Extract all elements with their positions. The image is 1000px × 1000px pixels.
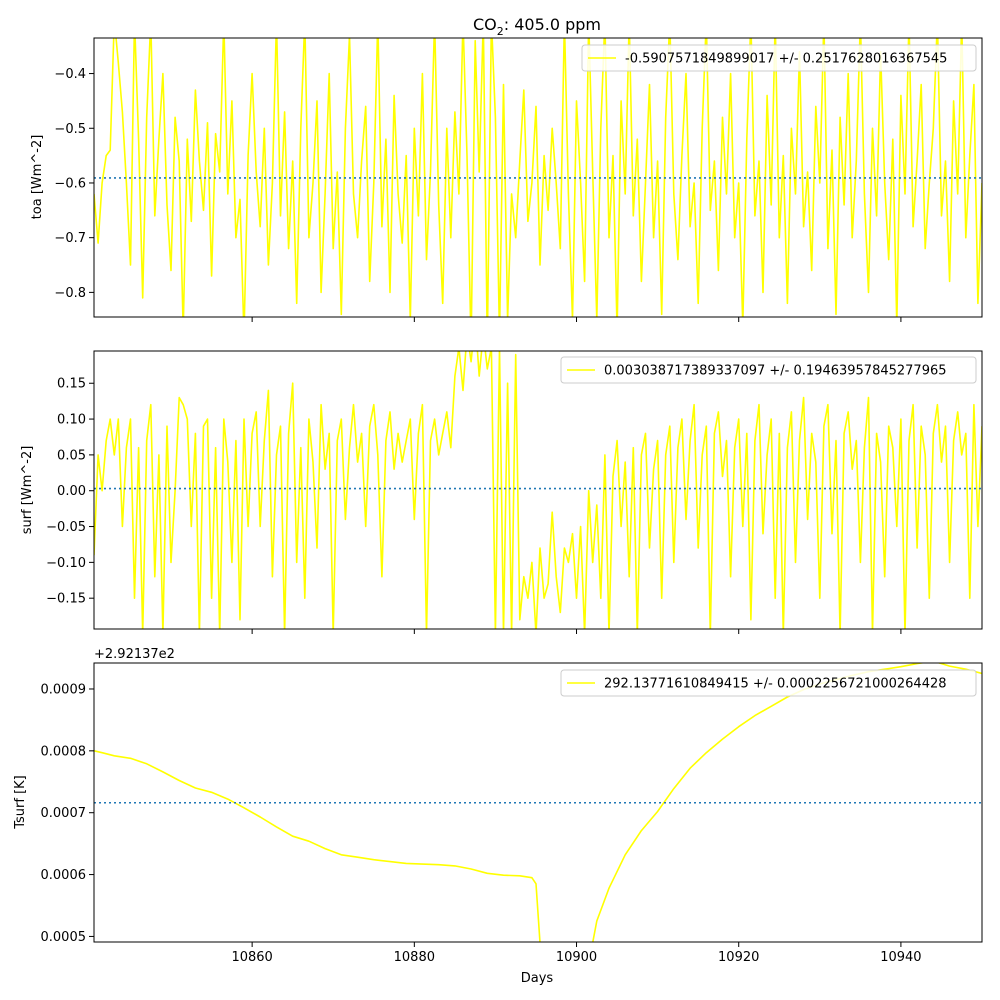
surf-y-tick-label: −0.10 [46,556,86,571]
x-tick-label: 10880 [394,950,435,965]
toa-y-tick-label: −0.7 [54,231,86,246]
tsurf-y-tick-label: 0.0006 [41,868,87,883]
tsurf-legend: 292.13771610849415 +/- 0.000225672100026… [560,669,977,697]
surf-panel: surf [Wm^-2] 0.15 0.10 0.05 0.00 −0.05 −0.10 −… [20,350,983,634]
surf-y-axis-label: surf [Wm^-2] [20,446,35,535]
x-tick-label: 10920 [718,950,759,965]
x-tick-label: 10900 [556,950,597,965]
toa-legend: -0.5907571849899017 +/- 0.25176280163675… [581,44,977,72]
toa-panel: toa [Wm^-2] −0.4 −0.5 −0.6 −0.7 −0.8 -0.59075… [30,37,983,322]
tsurf-legend-box [560,669,977,697]
surf-y-tick-label: 0.00 [57,484,86,499]
surf-y-tick-label: −0.15 [46,592,86,607]
surf-plot-frame [93,350,983,630]
x-axis-label: Days [521,971,554,986]
tsurf-plot-frame [93,662,983,943]
surf-legend-box [560,356,977,384]
tsurf-y-axis-label: Tsurf [K] [13,775,28,830]
toa-series-line [94,38,982,317]
tsurf-offset-label: +2.92137e2 [94,647,175,662]
tsurf-y-tick-label: 0.0007 [41,806,87,821]
toa-y-tick-label: −0.8 [54,286,86,301]
toa-y-axis-label: toa [Wm^-2] [30,135,45,220]
toa-y-tick-label: −0.4 [54,67,86,82]
toa-legend-box [581,44,977,72]
tsurf-panel: Tsurf [K] +2.92137e2 0.0009 0.0008 0.0007 0… [13,647,983,965]
surf-legend: 0.003038717389337097 +/- 0.1946395784527… [560,356,977,384]
x-tick-label: 10860 [231,950,272,965]
surf-y-tick-label: 0.10 [57,413,86,428]
toa-plot-frame [93,37,983,318]
surf-y-tick-label: −0.05 [46,520,86,535]
surf-legend-label: 0.003038717389337097 +/- 0.1946395784527… [604,364,947,379]
toa-legend-label: -0.5907571849899017 +/- 0.25176280163675… [625,52,947,67]
tsurf-y-tick-label: 0.0005 [41,930,87,945]
figure-title: CO2: 405.0 ppm [473,15,601,38]
surf-y-tick-label: 0.15 [57,377,86,392]
surf-y-tick-label: 0.05 [57,448,86,463]
toa-y-tick-label: −0.5 [54,122,86,137]
tsurf-y-tick-label: 0.0008 [41,744,87,759]
x-tick-label: 10940 [880,950,921,965]
tsurf-series-line [94,663,982,942]
tsurf-legend-label: 292.13771610849415 +/- 0.000225672100026… [604,677,947,692]
toa-y-tick-label: −0.6 [54,176,86,191]
surf-series-line [94,351,982,629]
tsurf-y-tick-label: 0.0009 [41,682,87,697]
